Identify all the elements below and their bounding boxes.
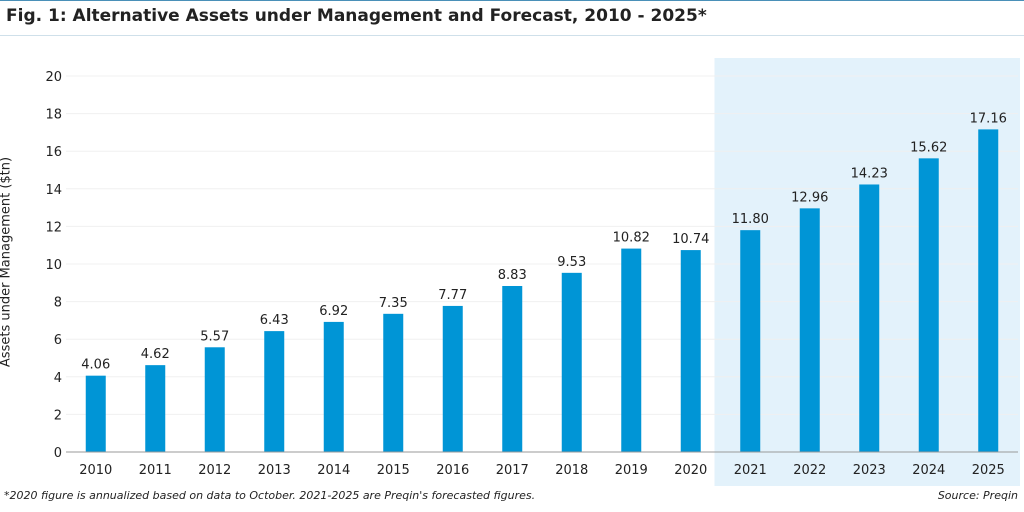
bar-2022 [799,208,820,452]
value-label-2014: 6.92 [319,304,348,319]
x-tick-label-2019: 2019 [615,463,648,478]
bar-2017 [502,285,523,452]
y-tick-label: 20 [45,70,62,85]
x-tick-label-2013: 2013 [258,463,291,478]
value-label-2017: 8.83 [498,268,527,283]
title-divider [0,35,1024,36]
x-tick-label-2021: 2021 [734,463,767,478]
bar-2013 [264,331,285,452]
bar-2020 [680,250,701,452]
bar-2016 [442,305,463,452]
top-rule [0,0,1024,1]
bar-2023 [859,184,880,452]
y-tick-label: 18 [45,108,62,123]
bar-2019 [621,248,642,452]
value-label-2020: 10.74 [672,232,709,247]
value-label-2025: 17.16 [970,111,1007,126]
bar-2015 [383,313,404,452]
value-label-2018: 9.53 [557,255,586,270]
value-label-2019: 10.82 [613,231,650,246]
x-tick-label-2016: 2016 [436,463,469,478]
x-tick-label-2017: 2017 [496,463,529,478]
bar-2021 [740,230,761,452]
x-tick-label-2014: 2014 [317,463,350,478]
value-label-2012: 5.57 [200,329,229,344]
x-tick-label-2010: 2010 [79,463,112,478]
y-tick-label: 8 [54,296,62,311]
x-tick-label-2022: 2022 [793,463,826,478]
value-label-2022: 12.96 [791,190,828,205]
x-tick-label-2015: 2015 [377,463,410,478]
x-tick-label-2012: 2012 [198,463,231,478]
bar-2011 [145,365,166,452]
y-tick-label: 2 [54,408,62,423]
value-label-2024: 15.62 [910,140,947,155]
y-axis-label: Assets under Management ($tn) [0,156,14,368]
y-tick-label: 16 [45,145,62,160]
y-tick-label: 6 [54,333,62,348]
source-note: Source: Preqin [937,489,1018,502]
x-tick-label-2024: 2024 [912,463,945,478]
x-tick-label-2023: 2023 [853,463,886,478]
footnote: *2020 figure is annualized based on data… [4,489,536,502]
value-label-2013: 6.43 [260,313,289,328]
y-tick-label: 14 [45,183,62,198]
x-tick-label-2011: 2011 [139,463,172,478]
bar-2010 [85,375,106,452]
bar-2024 [918,158,939,452]
y-tick-label: 0 [54,446,62,461]
bar-2012 [204,347,225,452]
bar-2025 [978,129,999,452]
bar-2014 [323,321,344,452]
value-label-2011: 4.62 [141,347,170,362]
y-tick-label: 12 [45,220,62,235]
x-tick-label-2025: 2025 [972,463,1005,478]
value-label-2023: 14.23 [851,166,888,181]
value-label-2010: 4.06 [81,358,110,373]
value-label-2021: 11.80 [732,212,769,227]
x-tick-label-2020: 2020 [674,463,707,478]
bar-2018 [561,272,582,452]
y-tick-label: 4 [54,371,62,386]
chart-title: Fig. 1: Alternative Assets under Managem… [6,6,707,26]
y-tick-label: 10 [45,258,62,273]
value-label-2015: 7.35 [379,296,408,311]
value-label-2016: 7.77 [438,288,467,303]
x-tick-label-2018: 2018 [555,463,588,478]
